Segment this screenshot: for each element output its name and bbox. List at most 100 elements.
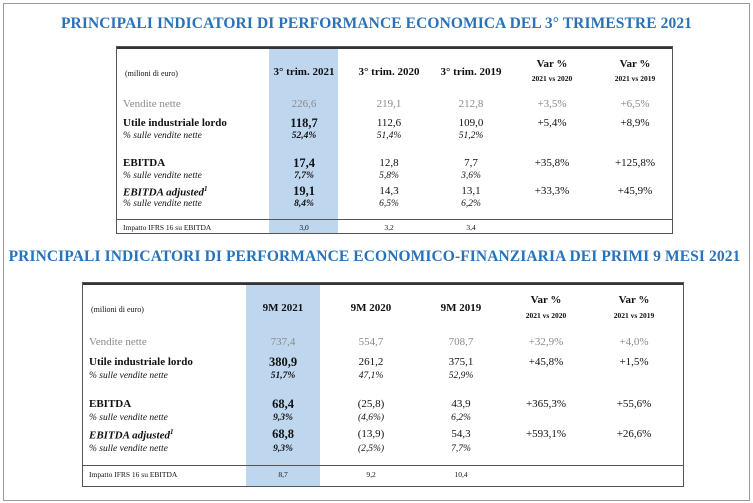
m9-cell: (13,9) — [357, 428, 385, 440]
q3-cell-var: +33,3% — [534, 185, 570, 197]
q3-cell: 226,6 — [291, 98, 317, 110]
m9-cell: 261,2 — [358, 356, 384, 368]
q3-var-header-2: Var % — [619, 58, 651, 70]
m9-cell-var: +4,0% — [619, 336, 649, 348]
m9-cell: 47,1% — [358, 371, 384, 381]
m9-cell: 9,3% — [273, 444, 293, 454]
q3-unit-label: (milioni di euro) — [125, 69, 178, 78]
m9-cell: (25,8) — [357, 398, 385, 410]
q3-cell-var: +5,4% — [537, 117, 567, 129]
m9-cell: 43,9 — [451, 398, 471, 410]
q3-cell: 7,7 — [464, 157, 478, 169]
footnote-mark: 1 — [204, 185, 208, 193]
q3-cell: 6,2% — [461, 199, 481, 209]
page-frame — [3, 3, 750, 501]
q3-cell: 19,1 — [293, 184, 315, 198]
m9-row-label: % sulle vendite nette — [89, 413, 168, 423]
q3-cell-var: +8,9% — [620, 117, 650, 129]
m9-table: (milioni di euro) 9M 2021 9M 2020 9M 201… — [82, 282, 684, 487]
q3-cell: 6,5% — [379, 199, 399, 209]
q3-footer-label: Impatto IFRS 16 su EBITDA — [123, 223, 212, 232]
m9-cell: 554,7 — [358, 336, 384, 348]
q3-cell-var: +45,9% — [617, 185, 653, 197]
q3-top-rule — [117, 47, 672, 49]
m9-footer-cell: 10,4 — [454, 470, 468, 479]
m9-row-label: % sulle vendite nette — [89, 371, 168, 381]
m9-cell-var: +26,6% — [616, 428, 652, 440]
m9-cell: 6,2% — [451, 413, 471, 423]
q3-cell-var: +35,8% — [534, 157, 570, 169]
m9-cell: 7,7% — [451, 444, 471, 454]
q3-table: (milioni di euro) 3° trim. 2021 3° trim.… — [116, 46, 673, 234]
q3-footer-rule — [117, 219, 672, 220]
m9-col-header-3: 9M 2019 — [440, 302, 482, 314]
m9-col-header-2: 9M 2020 — [350, 302, 392, 314]
q3-cell-var: +3,5% — [537, 98, 567, 110]
m9-footer-cell: 8,7 — [278, 470, 288, 479]
m9-unit-label: (milioni di euro) — [91, 305, 144, 314]
q3-title: PRINCIPALI INDICATORI DI PERFORMANCE ECO… — [60, 15, 693, 32]
q3-cell: 51,2% — [458, 131, 484, 141]
q3-row-label: % sulle vendite nette — [123, 199, 202, 209]
q3-cell: 17,4 — [293, 156, 315, 170]
m9-cell: (4,6%) — [357, 413, 385, 423]
m9-cell-var: +55,6% — [616, 398, 652, 410]
m9-cell-var: +593,1% — [525, 428, 567, 440]
m9-var-sub-2: 2021 vs 2019 — [613, 311, 655, 320]
m9-cell: 51,7% — [270, 371, 296, 381]
m9-cell: 375,1 — [448, 356, 474, 368]
m9-cell-var: +365,3% — [525, 398, 567, 410]
q3-cell: 5,8% — [379, 171, 399, 181]
q3-cell: 8,4% — [294, 199, 314, 209]
q3-cell: 118,7 — [290, 116, 318, 130]
m9-row-label: EBITDA adjusted1 — [89, 428, 174, 442]
m9-cell: 708,7 — [448, 336, 474, 348]
m9-footer-label: Impatto IFRS 16 su EBITDA — [89, 470, 178, 479]
m9-top-rule — [83, 283, 683, 285]
q3-cell: 12,8 — [379, 157, 399, 169]
q3-var-header-1: Var % — [536, 58, 568, 70]
q3-cell-var: +6,5% — [620, 98, 650, 110]
q3-highlight-column — [269, 47, 338, 233]
m9-highlight-column — [246, 283, 320, 486]
q3-col-header-2: 3° trim. 2020 — [358, 66, 420, 78]
m9-cell: 52,9% — [448, 371, 474, 381]
q3-row-label: Vendite nette — [123, 98, 181, 110]
m9-cell: (2,5%) — [357, 444, 385, 454]
q3-row-label-text: EBITDA adjusted — [123, 186, 204, 199]
q3-cell: 112,6 — [376, 117, 402, 129]
q3-footer-cell: 3,2 — [384, 223, 394, 232]
q3-var-sub-2: 2021 vs 2019 — [614, 74, 656, 83]
m9-footer-rule — [83, 465, 683, 466]
q3-cell: 52,4% — [291, 131, 317, 141]
m9-var-header-2: Var % — [618, 294, 650, 306]
m9-cell: 68,4 — [272, 397, 294, 411]
q3-cell: 7,7% — [294, 171, 314, 181]
m9-var-header-1: Var % — [530, 294, 562, 306]
q3-cell: 14,3 — [379, 185, 399, 197]
m9-row-label: EBITDA — [89, 398, 132, 410]
q3-var-sub-1: 2021 vs 2020 — [531, 74, 573, 83]
q3-footer-cell: 3,0 — [299, 223, 309, 232]
m9-cell-var: +32,9% — [528, 336, 564, 348]
m9-title: PRINCIPALI INDICATORI DI PERFORMANCE ECO… — [8, 248, 741, 265]
q3-col-header-1: 3° trim. 2021 — [273, 66, 335, 78]
footnote-mark: 1 — [170, 428, 174, 436]
q3-cell: 3,6% — [461, 171, 481, 181]
q3-cell: 219,1 — [376, 98, 402, 110]
m9-cell: 737,4 — [270, 336, 296, 348]
m9-row-label: % sulle vendite nette — [89, 444, 168, 454]
m9-cell-var: +45,8% — [528, 356, 564, 368]
q3-cell-var: +125,8% — [614, 157, 656, 169]
q3-row-label: Utile industriale lordo — [123, 117, 227, 129]
q3-cell: 109,0 — [458, 117, 484, 129]
q3-row-label: % sulle vendite nette — [123, 171, 202, 181]
m9-row-label: Vendite nette — [89, 336, 147, 348]
m9-footer-cell: 9,2 — [366, 470, 376, 479]
m9-cell: 54,3 — [451, 428, 471, 440]
q3-col-header-3: 3° trim. 2019 — [440, 66, 502, 78]
m9-cell: 380,9 — [268, 355, 298, 369]
m9-cell: 9,3% — [273, 413, 293, 423]
q3-row-label: EBITDA adjusted1 — [123, 185, 208, 199]
q3-row-label: % sulle vendite nette — [123, 131, 202, 141]
